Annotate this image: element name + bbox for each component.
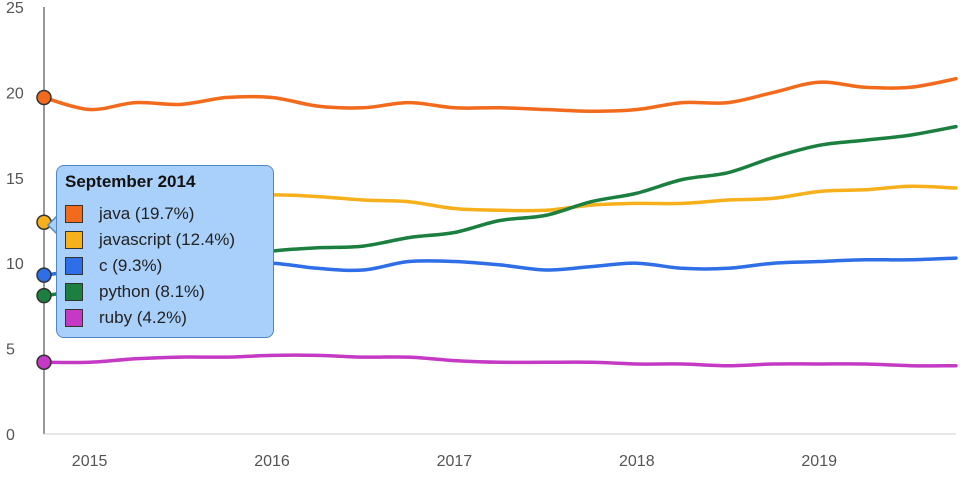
- x-tick-label: 2015: [72, 453, 108, 470]
- tooltip-row-c: c (9.3%): [65, 255, 162, 277]
- series-point-java: [36, 89, 52, 106]
- tooltip-row-ruby: ruby (4.2%): [65, 307, 187, 329]
- y-tick-label: 10: [6, 256, 24, 273]
- c-swatch: [65, 257, 83, 275]
- series-line-java: [42, 76, 958, 113]
- tooltip-row-label: java (19.7%): [99, 204, 195, 223]
- tooltip-row-python: python (8.1%): [65, 281, 205, 303]
- tooltip-pointer-fill: [49, 216, 58, 234]
- java-swatch: [65, 205, 83, 223]
- x-tick-label: 2018: [619, 453, 655, 470]
- y-tick-label: 25: [6, 0, 24, 17]
- tooltip-row-label: python (8.1%): [99, 282, 205, 301]
- x-tick-label: 2019: [801, 453, 837, 470]
- tooltip-row-label: ruby (4.2%): [99, 308, 187, 327]
- series-point-c: [36, 267, 52, 283]
- tooltip-title: September 2014: [65, 172, 196, 191]
- tooltip-row-label: c (9.3%): [99, 256, 163, 275]
- ruby-swatch: [65, 309, 83, 327]
- hover-tooltip: September 2014 java (19.7%) javascript (…: [56, 165, 274, 338]
- x-tick-label: 2017: [437, 453, 473, 470]
- series-point-python: [36, 287, 52, 304]
- tooltip-row-label: javascript (12.4%): [99, 230, 236, 249]
- y-tick-label: 15: [6, 171, 24, 188]
- python-swatch: [65, 283, 83, 301]
- series-line-ruby: [42, 353, 958, 368]
- tooltip-row-javascript: javascript (12.4%): [65, 229, 235, 251]
- javascript-swatch: [65, 231, 83, 249]
- x-tick-label: 2016: [254, 453, 290, 470]
- y-tick-label: 5: [6, 342, 15, 359]
- y-tick-label: 0: [6, 427, 15, 444]
- series-point-ruby: [36, 354, 52, 371]
- y-tick-label: 20: [6, 85, 24, 102]
- tooltip-row-java: java (19.7%): [65, 203, 194, 225]
